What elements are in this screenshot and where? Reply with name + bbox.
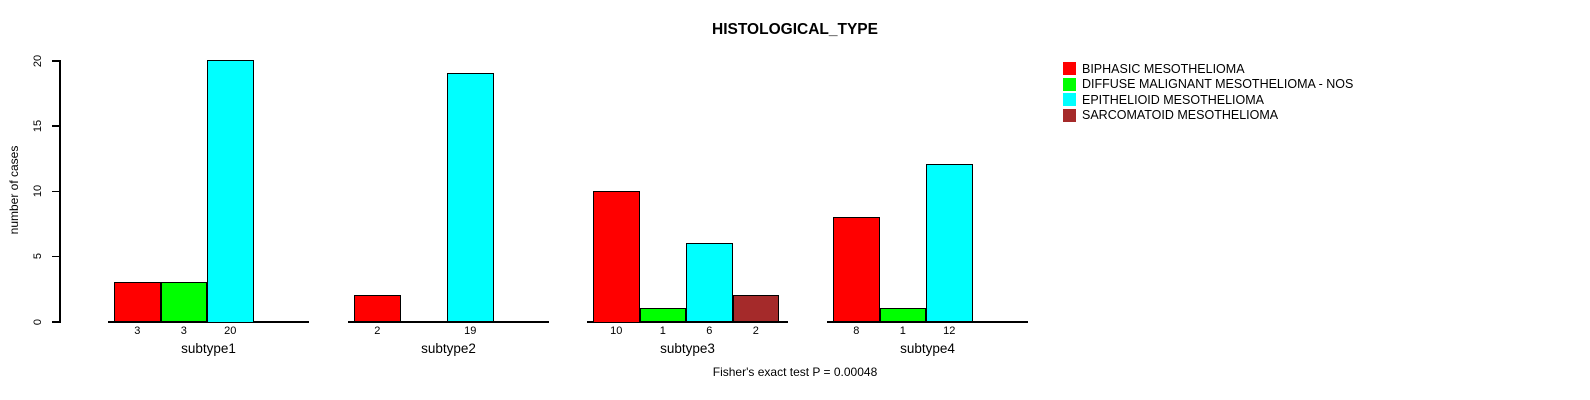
y-axis-tick-label: 0 xyxy=(32,318,44,325)
bar-value-label: 3 xyxy=(180,325,187,337)
legend-swatch xyxy=(1063,62,1076,75)
category-label: subtype4 xyxy=(900,341,955,356)
y-axis-tick xyxy=(52,321,59,323)
legend-label: EPITHELIOID MESOTHELIOMA xyxy=(1082,92,1264,107)
annotation-text: Fisher's exact test P = 0.00048 xyxy=(712,365,878,379)
bar-subtype3-series3 xyxy=(732,294,779,323)
category-label: subtype2 xyxy=(421,341,476,356)
bar-value-label: 19 xyxy=(464,325,477,337)
y-axis-tick-label: 5 xyxy=(32,253,44,260)
bar-value-label: 10 xyxy=(610,325,623,337)
bar-value-label: 20 xyxy=(224,325,237,337)
bar-subtype4-series2 xyxy=(926,164,973,323)
bar-subtype4-series0 xyxy=(833,216,880,323)
y-axis-tick xyxy=(52,125,59,127)
legend-label: BIPHASIC MESOTHELIOMA xyxy=(1082,61,1245,76)
y-axis-tick-label: 15 xyxy=(32,119,44,132)
bar-subtype3-series0 xyxy=(593,190,640,323)
bar-value-label: 2 xyxy=(752,325,759,337)
bar-subtype1-series2 xyxy=(207,60,254,323)
legend-label: SARCOMATOID MESOTHELIOMA xyxy=(1082,108,1279,122)
legend-item: EPITHELIOID MESOTHELIOMA xyxy=(1063,92,1353,107)
bar-value-label: 2 xyxy=(374,325,381,337)
y-axis-tick xyxy=(52,60,59,62)
category-label: subtype1 xyxy=(181,341,236,356)
bar-subtype1-series0 xyxy=(114,281,161,323)
chart-title: HISTOLOGICAL_TYPE xyxy=(712,21,878,38)
bar-value-label: 3 xyxy=(134,325,141,337)
bar-subtype1-series1 xyxy=(160,281,207,323)
bar-value-label: 12 xyxy=(943,325,956,337)
bar-value-label: 6 xyxy=(706,325,713,337)
legend-item: DIFFUSE MALIGNANT MESOTHELIOMA - NOS xyxy=(1063,77,1354,91)
bar-subtype4-series1 xyxy=(879,307,926,323)
y-axis-tick xyxy=(52,255,59,258)
legend-swatch xyxy=(1063,93,1076,106)
y-axis-tick-label: 20 xyxy=(32,54,44,67)
bar-subtype2-series2 xyxy=(447,73,494,323)
legend-swatch xyxy=(1063,77,1076,91)
legend-label: DIFFUSE MALIGNANT MESOTHELIOMA - NOS xyxy=(1082,77,1354,91)
bar-value-label: 1 xyxy=(899,325,906,337)
legend-item: BIPHASIC MESOTHELIOMA xyxy=(1063,61,1353,76)
bar-value-label: 1 xyxy=(659,325,666,337)
y-axis-tick xyxy=(52,190,59,192)
bar-subtype3-series1 xyxy=(639,307,686,323)
legend: BIPHASIC MESOTHELIOMA DIFFUSE MALIGNANT M… xyxy=(1063,62,1353,122)
y-axis-label: number of cases xyxy=(7,145,21,235)
legend-item: SARCOMATOID MESOTHELIOMA xyxy=(1063,108,1353,122)
bar-value-label: 8 xyxy=(853,325,860,337)
y-axis-tick-label: 10 xyxy=(32,184,44,198)
bar-subtype2-series0 xyxy=(354,294,401,323)
y-axis-line xyxy=(59,60,61,323)
category-label: subtype3 xyxy=(660,341,715,356)
bar-subtype3-series2 xyxy=(686,242,733,323)
legend-swatch xyxy=(1063,108,1076,122)
